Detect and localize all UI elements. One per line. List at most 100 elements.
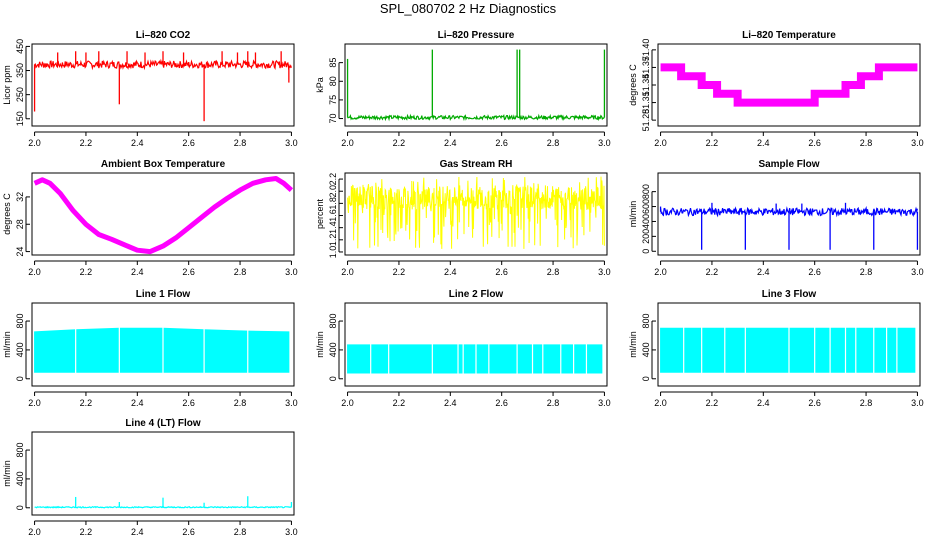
chart-title: Ambient Box Temperature — [101, 159, 226, 170]
x-tick-label: 2.8 — [234, 267, 247, 277]
plot-frame — [344, 302, 608, 387]
chart-panel: Line 3 Flow ml/min 2.0 2.2 2.4 2.6 2.8 3.0 0 400 8… — [628, 289, 924, 408]
y-axis-label: ml/min — [315, 331, 325, 358]
y-axis-label: kPa — [315, 77, 325, 93]
x-tick-label: 2.0 — [341, 138, 354, 148]
series-line — [34, 58, 292, 71]
x-tick-label: 2.6 — [808, 138, 821, 148]
x-tick-label: 2.8 — [547, 267, 560, 277]
x-tick-label: 2.2 — [706, 267, 719, 277]
x-tick-label: 3.0 — [911, 267, 924, 277]
chart-title: Li–820 Temperature — [742, 30, 836, 41]
series-marks — [34, 327, 290, 374]
series-marks — [659, 202, 919, 250]
x-tick-label: 2.0 — [654, 267, 667, 277]
plot-frame — [31, 431, 295, 516]
x-tick-label: 2.2 — [706, 138, 719, 148]
x-tick-label: 2.6 — [808, 267, 821, 277]
plot-frame — [657, 302, 921, 387]
chart-panel: Li–820 Temperature degrees C 2.0 2.2 2.4 2.6 2… — [628, 30, 924, 148]
x-tick-label: 2.8 — [860, 138, 873, 148]
y-tick-label: 1.4 — [328, 221, 338, 234]
series-marks — [660, 327, 916, 374]
y-tick-label: 0 — [641, 249, 651, 254]
x-tick-label: 2.0 — [341, 398, 354, 408]
x-tick-label: 2.8 — [860, 398, 873, 408]
y-tick-label: 0 — [15, 376, 25, 381]
x-tick-label: 2.4 — [757, 398, 770, 408]
x-tick-label: 2.8 — [234, 138, 247, 148]
x-tick-label: 2.2 — [393, 398, 406, 408]
y-tick-label: 51.28 — [641, 109, 651, 132]
y-axis-label: ml/min — [628, 331, 638, 358]
y-tick-label: 85 — [328, 58, 338, 68]
y-axis-label: degrees C — [2, 193, 12, 235]
y-tick-label: 800 — [328, 314, 338, 329]
x-tick-label: 2.4 — [131, 138, 144, 148]
x-tick-label: 2.0 — [654, 138, 667, 148]
y-tick-label: 51.34 — [641, 74, 651, 97]
y-tick-label: 200 — [641, 229, 651, 244]
chart-panel: Line 1 Flow ml/min 2.0 2.2 2.4 2.6 2.8 3.0 0 400 8… — [2, 289, 298, 408]
x-tick-label: 2.6 — [182, 267, 195, 277]
y-tick-label: 400 — [641, 214, 651, 229]
plot-frame — [31, 172, 295, 256]
y-tick-label: 51.40 — [641, 39, 651, 62]
plot-frame — [344, 43, 608, 127]
y-tick-label: 0 — [328, 376, 338, 381]
x-tick-label: 3.0 — [598, 138, 611, 148]
x-tick-label: 2.0 — [341, 267, 354, 277]
y-tick-label: 1.2 — [328, 234, 338, 247]
chart-title: Gas Stream RH — [440, 159, 513, 170]
x-tick-label: 2.8 — [234, 527, 247, 537]
chart-title: Li–820 CO2 — [136, 30, 191, 41]
y-tick-label: 2.0 — [328, 185, 338, 198]
chart-panel: Ambient Box Temperature degrees C 2.0 2.2 2.… — [2, 159, 298, 277]
flow-band — [660, 327, 916, 373]
x-tick-label: 2.2 — [393, 138, 406, 148]
x-tick-label: 2.4 — [131, 527, 144, 537]
plot-frame — [344, 172, 608, 256]
plot-frame — [31, 43, 295, 127]
y-tick-label: 400 — [641, 342, 651, 357]
y-tick-label: 80 — [328, 76, 338, 86]
chart-title: Line 3 Flow — [762, 289, 817, 300]
y-tick-label: 1.6 — [328, 209, 338, 222]
y-tick-label: 250 — [15, 87, 25, 102]
y-tick-label: 51.31 — [641, 91, 651, 114]
chart-title: Li–820 Pressure — [438, 30, 515, 41]
chart-title: Line 1 Flow — [136, 289, 191, 300]
x-tick-label: 2.6 — [808, 398, 821, 408]
x-tick-label: 2.2 — [80, 398, 93, 408]
series-marks — [347, 343, 603, 375]
plot-frame — [31, 302, 295, 387]
series-line — [660, 205, 918, 218]
series-line — [660, 63, 918, 107]
flow-band — [34, 327, 290, 373]
x-tick-label: 2.6 — [495, 398, 508, 408]
series-marks — [346, 49, 606, 122]
y-tick-label: 0 — [641, 376, 651, 381]
y-tick-label: 800 — [15, 443, 25, 458]
x-tick-label: 2.4 — [444, 138, 457, 148]
x-tick-label: 2.8 — [547, 398, 560, 408]
y-tick-label: 400 — [15, 471, 25, 486]
y-tick-label: 70 — [328, 114, 338, 124]
x-tick-label: 2.0 — [28, 138, 41, 148]
x-tick-label: 2.4 — [444, 267, 457, 277]
x-tick-label: 2.4 — [757, 267, 770, 277]
x-tick-label: 2.6 — [495, 138, 508, 148]
figure-title: SPL_080702 2 Hz Diagnostics — [379, 1, 557, 16]
series-marks — [347, 176, 605, 249]
plot-frame — [657, 43, 921, 127]
y-tick-label: 800 — [15, 314, 25, 329]
x-tick-label: 3.0 — [598, 267, 611, 277]
x-tick-label: 3.0 — [911, 398, 924, 408]
y-tick-label: 28 — [15, 219, 25, 229]
y-tick-label: 400 — [328, 342, 338, 357]
y-tick-label: 800 — [641, 314, 651, 329]
chart-title: Sample Flow — [758, 159, 819, 170]
x-tick-label: 2.6 — [495, 267, 508, 277]
